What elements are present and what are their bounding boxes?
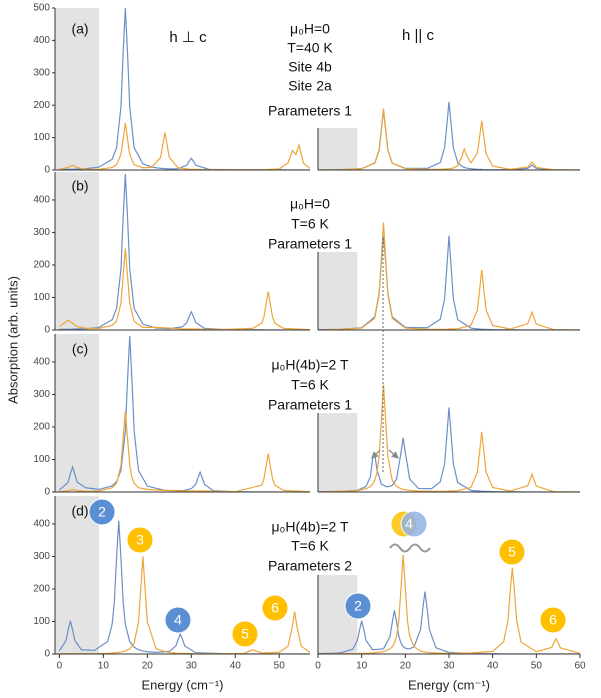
x-tick-label: 60: [574, 661, 586, 672]
x-tick-label: 0: [57, 661, 63, 672]
annotation: μ₀H=0: [290, 196, 330, 212]
spectrum-line: [318, 384, 580, 492]
shaded-region: [318, 128, 358, 170]
peak-marker: [126, 526, 154, 554]
peak-marker-label: 4: [405, 516, 413, 532]
peak-marker-label: 3: [136, 532, 144, 548]
x-axis-label: Energy (cm⁻¹): [408, 677, 490, 692]
y-tick-label: 0: [44, 325, 50, 336]
x-tick-label: 0: [315, 661, 321, 672]
peak-marker-label: 2: [98, 504, 106, 520]
peak-marker-label: 6: [271, 600, 279, 616]
annotation: μ₀H(4b)=2 T: [271, 519, 348, 535]
y-tick-label: 0: [44, 649, 50, 660]
annotation: Parameters 1: [268, 397, 352, 413]
annotation: Site 2a: [288, 78, 332, 94]
overlap-wave: [389, 543, 431, 553]
annotation: T=6 K: [291, 538, 329, 554]
panel-label: (b): [71, 178, 88, 194]
shift-arrow: [371, 449, 381, 459]
y-tick-label: 100: [33, 616, 50, 627]
spectrum-line: [318, 591, 580, 654]
x-tick-label: 10: [356, 661, 368, 672]
annotation: Site 4b: [288, 59, 332, 75]
peak-marker: [164, 606, 192, 634]
y-tick-label: 200: [33, 584, 50, 595]
shaded-region: [318, 413, 358, 492]
x-tick-label: 30: [443, 661, 455, 672]
panel-label: (a): [71, 21, 88, 37]
x-axis-label: Energy (cm⁻¹): [142, 677, 224, 692]
y-tick-label: 200: [33, 100, 50, 111]
annotation: T=40 K: [287, 40, 333, 56]
annotation: Parameters 2: [268, 558, 352, 574]
annotation: Parameters 1: [268, 103, 352, 119]
panel-label: (d): [71, 503, 88, 519]
peak-marker: [231, 620, 259, 648]
shaded-region: [55, 172, 99, 330]
x-tick-label: 30: [186, 661, 198, 672]
annotation: T=6 K: [291, 216, 329, 232]
peak-marker: [88, 498, 116, 526]
y-tick-label: 400: [33, 357, 50, 368]
spectrum-line: [318, 222, 580, 330]
annotation: μ₀H=0: [290, 21, 330, 37]
spectrum-line: [59, 122, 310, 170]
shift-arrow: [388, 449, 399, 459]
y-tick-label: 300: [33, 551, 50, 562]
peak-marker: [261, 594, 289, 622]
shaded-region: [318, 252, 358, 330]
x-tick-label: 20: [400, 661, 412, 672]
peak-marker-label: 5: [508, 544, 516, 560]
y-tick-label: 300: [33, 227, 50, 238]
column-title: h || c: [402, 27, 434, 44]
peak-marker: [539, 606, 567, 634]
peak-marker: [400, 510, 428, 538]
y-tick-label: 200: [33, 422, 50, 433]
spectrum-line: [59, 410, 310, 492]
spectrum-line: [59, 248, 310, 330]
peak-marker-label: 4: [174, 612, 182, 628]
annotation: μ₀H(4b)=2 T: [271, 357, 348, 373]
y-tick-label: 0: [44, 165, 50, 176]
y-tick-label: 400: [33, 35, 50, 46]
y-axis-label: Absorption (arb. units): [5, 276, 20, 404]
spectrum-line: [58, 520, 310, 654]
y-tick-label: 100: [33, 132, 50, 143]
spectrum-line: [318, 554, 580, 654]
x-tick-label: 10: [98, 661, 110, 672]
x-tick-label: 20: [142, 661, 154, 672]
y-tick-label: 100: [33, 292, 50, 303]
y-tick-label: 500: [33, 3, 50, 14]
x-tick-label: 40: [230, 661, 242, 672]
y-tick-label: 300: [33, 389, 50, 400]
spectrum-line: [59, 173, 310, 330]
x-tick-label: 50: [274, 661, 286, 672]
annotation: Parameters 1: [268, 236, 352, 252]
spectrum-line: [318, 108, 580, 170]
peak-marker-label: 2: [354, 598, 362, 614]
shaded-region: [55, 334, 99, 492]
panel-label: (c): [72, 341, 88, 357]
peak-marker-label: 5: [241, 626, 249, 642]
y-tick-label: 300: [33, 67, 50, 78]
peak-marker: [498, 538, 526, 566]
peak-marker: [344, 592, 372, 620]
peak-marker-label: 6: [549, 612, 557, 628]
column-title: h ⊥ c: [169, 29, 207, 46]
x-tick-label: 50: [531, 661, 543, 672]
y-tick-label: 100: [33, 454, 50, 465]
shaded-region: [55, 496, 99, 654]
x-tick-label: 40: [487, 661, 499, 672]
y-tick-label: 0: [44, 487, 50, 498]
y-tick-label: 200: [33, 260, 50, 271]
y-tick-label: 400: [33, 195, 50, 206]
y-tick-label: 400: [33, 519, 50, 530]
shaded-region: [55, 8, 99, 170]
annotation: T=6 K: [291, 377, 329, 393]
